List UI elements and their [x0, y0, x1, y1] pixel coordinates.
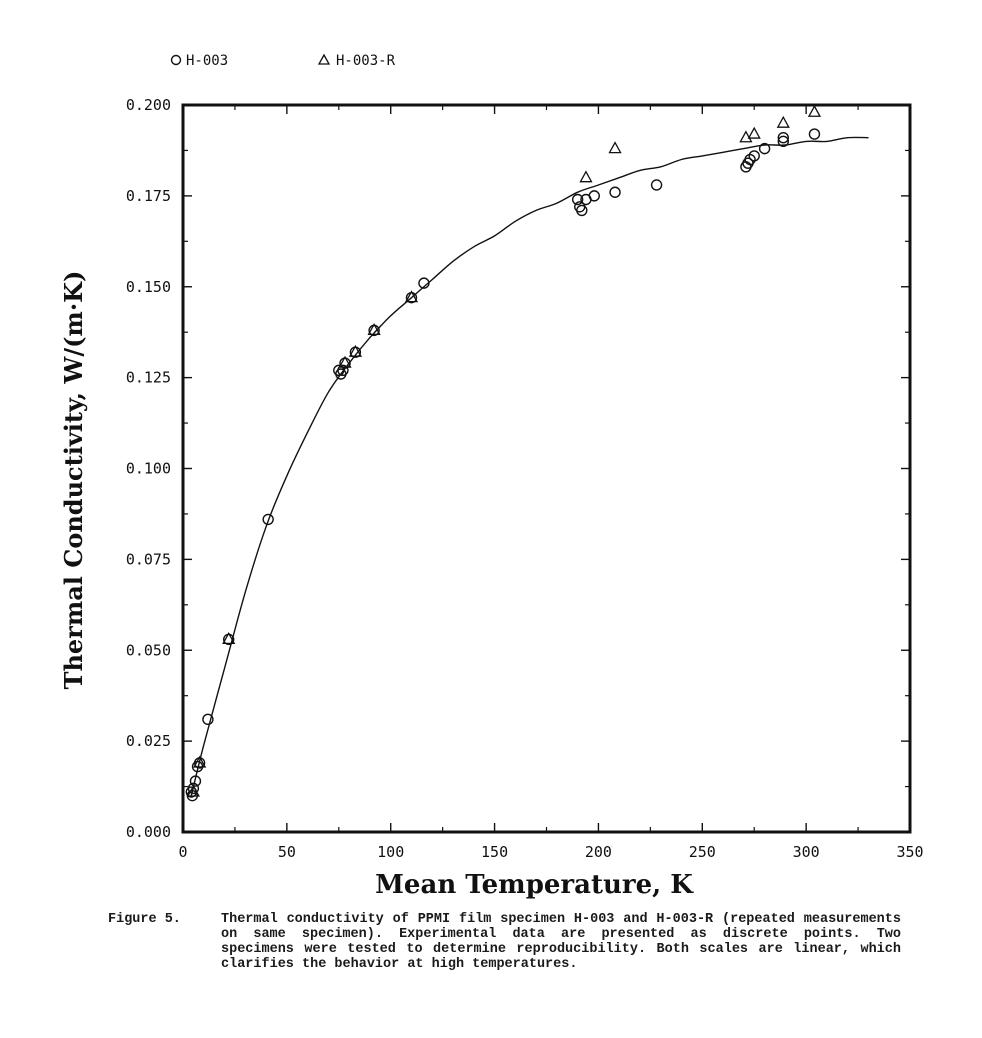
h003-point	[748, 150, 760, 162]
caption-text: Thermal conductivity of PPMI film specim…	[221, 912, 901, 972]
y-tick-label: 0.125	[126, 369, 171, 387]
x-tick-label: 350	[896, 843, 923, 861]
data-points	[185, 104, 822, 802]
y-axis-title: Thermal Conductivity, W/(m·K)	[59, 271, 88, 690]
h003-point	[609, 186, 621, 198]
h003r-point	[776, 115, 790, 128]
legend-triangle-marker	[317, 53, 331, 65]
plot-frame	[181, 103, 912, 834]
h003-point	[758, 142, 771, 155]
fit-curve	[190, 136, 869, 796]
h003r-point	[338, 355, 352, 368]
h003r-point	[193, 755, 207, 768]
legend-label-h003r: H-003-R	[336, 53, 396, 69]
h003r-point	[186, 784, 200, 797]
y-tick-labels: 0.000 0.025 0.050 0.075 0.100 0.125 0.150 0.175…	[126, 96, 171, 841]
x-tick-label: 50	[278, 843, 296, 861]
h003r-point	[348, 344, 363, 357]
y-tick-label: 0.150	[126, 278, 171, 296]
y-tick-label: 0.175	[126, 187, 171, 205]
h003r-point	[807, 104, 822, 117]
h003-point	[571, 193, 584, 206]
x-tick-label: 0	[178, 843, 187, 861]
legend: H-003 H-003-R	[170, 53, 396, 69]
h003r-point	[367, 323, 381, 336]
legend-label-h003: H-003	[186, 53, 228, 69]
h003-point	[588, 190, 600, 202]
h003-point	[202, 713, 214, 726]
h003r-point	[739, 130, 753, 143]
thermal-conductivity-chart: H-003 H-003-R 0 50 100 150 200 250 300 350 0.00…	[59, 53, 924, 900]
h003r-point	[222, 631, 236, 644]
x-tick-label: 300	[793, 843, 820, 861]
x-tick-label: 200	[585, 843, 612, 861]
y-tick-label: 0.050	[126, 641, 171, 659]
x-tick-label: 150	[481, 843, 508, 861]
y-tick-label: 0.100	[126, 460, 171, 478]
h003r-point	[404, 290, 419, 303]
axis-ticks	[182, 104, 911, 833]
y-tick-label: 0.075	[126, 550, 171, 568]
x-tick-label: 250	[689, 843, 716, 861]
h003r-point	[747, 126, 761, 139]
h003-point	[262, 513, 274, 526]
h003-point	[808, 128, 821, 140]
x-axis-title: Mean Temperature, K	[375, 870, 694, 900]
y-tick-label: 0.200	[126, 96, 171, 114]
y-tick-label: 0.025	[126, 732, 171, 750]
h003-point	[418, 277, 430, 289]
h003-point	[576, 204, 588, 217]
h003-point	[650, 179, 663, 191]
h003-point	[187, 782, 200, 795]
x-tick-label: 100	[377, 843, 404, 861]
y-tick-label: 0.000	[126, 823, 171, 841]
h003-point	[777, 135, 789, 148]
caption-label: Figure 5.	[108, 912, 181, 927]
h003-point	[777, 132, 789, 144]
h003-point	[337, 364, 349, 377]
h003r-point	[579, 170, 593, 183]
legend-circle-marker	[170, 54, 182, 66]
h003-point	[189, 775, 202, 787]
h003r-point	[608, 141, 622, 154]
x-tick-labels: 0 50 100 150 200 250 300 350	[178, 843, 923, 861]
